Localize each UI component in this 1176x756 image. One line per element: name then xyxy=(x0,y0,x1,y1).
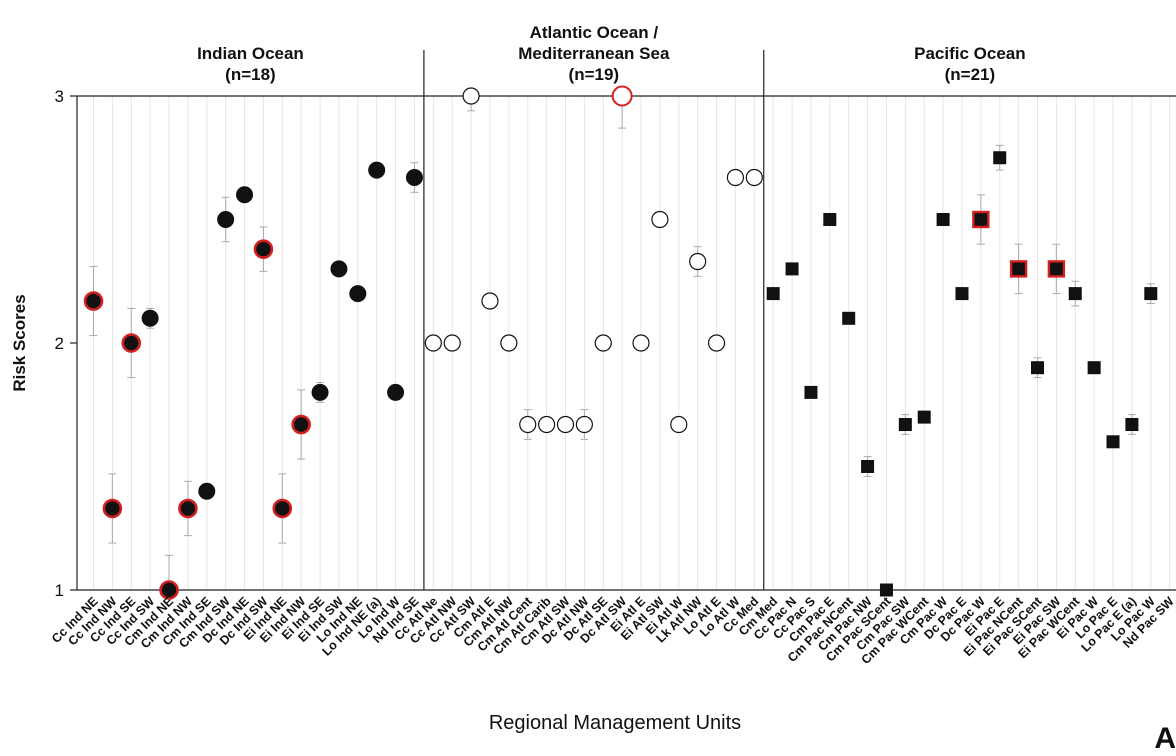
y-tick-label: 2 xyxy=(55,334,64,353)
ocean-title-line: Atlantic Ocean / xyxy=(530,23,659,42)
data-point xyxy=(632,334,650,352)
ocean-title-line: (n=18) xyxy=(225,65,276,84)
data-point xyxy=(519,415,537,434)
data-point xyxy=(462,87,480,105)
data-point xyxy=(349,285,367,303)
data-point xyxy=(785,262,799,276)
y-tick-label: 3 xyxy=(55,87,64,106)
data-point xyxy=(556,415,575,434)
data-point xyxy=(823,213,837,226)
data-point xyxy=(83,291,104,311)
data-point xyxy=(594,334,612,352)
data-point xyxy=(1125,418,1139,432)
ocean-title-line: Pacific Ocean xyxy=(914,44,1026,63)
data-point xyxy=(575,415,593,434)
data-point xyxy=(387,383,405,401)
axes xyxy=(70,95,1176,591)
vertical-gridlines xyxy=(93,96,1171,590)
ocean-title-line: (n=19) xyxy=(569,65,620,84)
ocean-group-titles: Indian Ocean (n=18) Atlantic Ocean / Medite… xyxy=(197,23,1026,84)
data-point xyxy=(707,334,726,352)
data-point xyxy=(972,210,990,229)
panel-letter: A xyxy=(1154,722,1176,755)
data-point xyxy=(670,415,688,434)
data-point xyxy=(745,168,763,187)
data-point xyxy=(330,260,348,278)
data-point xyxy=(141,309,159,327)
data-point xyxy=(879,583,893,597)
data-point xyxy=(611,85,633,107)
data-point xyxy=(481,292,499,310)
data-point xyxy=(198,482,216,500)
data-point xyxy=(955,287,969,301)
data-point xyxy=(291,414,311,435)
data-point xyxy=(272,498,293,519)
data-point xyxy=(253,239,274,259)
data-point xyxy=(804,385,818,399)
data-point xyxy=(861,460,875,473)
data-point xyxy=(443,334,461,352)
data-point xyxy=(1144,287,1158,301)
ocean-divider-lines xyxy=(423,50,765,590)
data-point xyxy=(178,498,198,519)
data-point xyxy=(1087,361,1101,375)
data-point xyxy=(217,211,235,228)
ocean-title-line: Indian Ocean xyxy=(197,44,304,63)
y-axis-label: Risk Scores xyxy=(10,294,29,391)
data-point xyxy=(236,186,254,204)
data-point xyxy=(766,287,780,301)
data-point xyxy=(1047,260,1066,278)
data-point xyxy=(689,252,707,271)
data-point xyxy=(936,213,950,226)
y-tick-label: 1 xyxy=(55,581,64,600)
data-point xyxy=(311,383,329,401)
data-point xyxy=(842,311,856,325)
ocean-title-line: Mediterranean Sea xyxy=(518,44,670,63)
data-point xyxy=(1031,361,1044,375)
data-point xyxy=(159,580,179,600)
data-point xyxy=(500,334,518,352)
data-point xyxy=(651,210,669,229)
data-point xyxy=(368,161,386,179)
data-points xyxy=(83,85,1158,600)
ocean-title-line: (n=21) xyxy=(945,65,996,84)
data-point xyxy=(917,410,931,424)
data-point xyxy=(121,333,142,353)
y-tick-labels: 1 2 3 xyxy=(55,87,64,600)
data-point xyxy=(405,169,423,187)
data-point xyxy=(1009,260,1028,278)
data-point xyxy=(102,498,123,519)
data-point xyxy=(1106,435,1120,449)
data-point xyxy=(726,168,745,187)
data-point xyxy=(993,151,1007,165)
data-point xyxy=(898,418,912,432)
data-point xyxy=(538,415,556,434)
data-point xyxy=(424,334,442,352)
x-axis-label: Regional Management Units xyxy=(489,712,741,734)
data-point xyxy=(1068,287,1082,301)
